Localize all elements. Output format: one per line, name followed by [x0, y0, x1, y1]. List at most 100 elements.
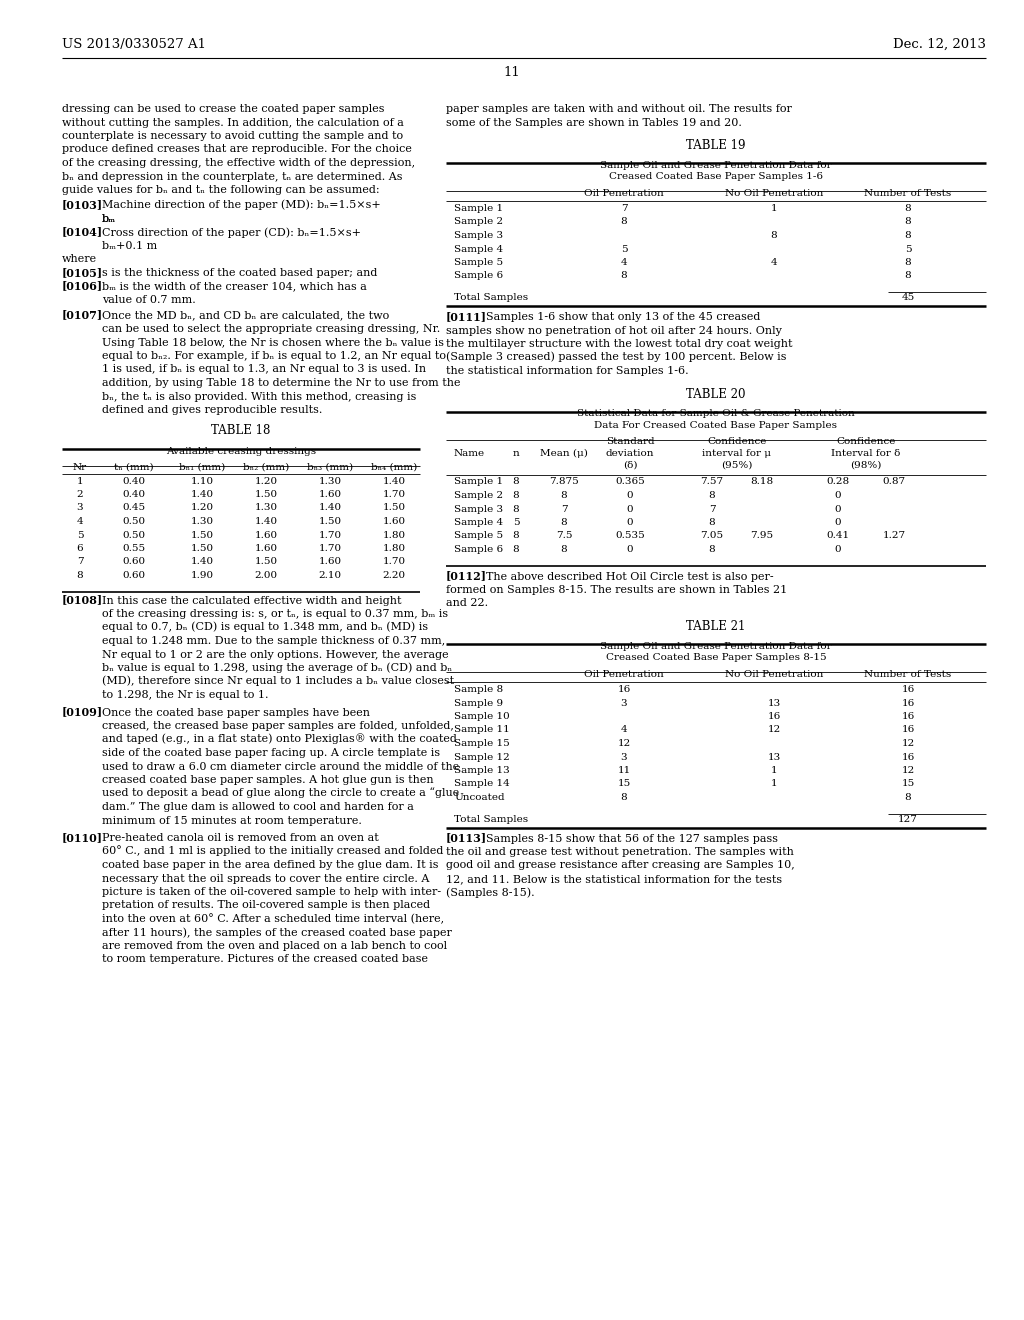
Text: 1.80: 1.80 [382, 544, 406, 553]
Text: 1.10: 1.10 [190, 477, 214, 486]
Text: dressing can be used to crease the coated paper samples: dressing can be used to crease the coate… [62, 104, 384, 114]
Text: 0.50: 0.50 [123, 531, 145, 540]
Text: 1.40: 1.40 [254, 517, 278, 525]
Text: can be used to select the appropriate creasing dressing, Nr.: can be used to select the appropriate cr… [102, 323, 440, 334]
Text: used to deposit a bead of glue along the circle to create a “glue: used to deposit a bead of glue along the… [102, 788, 459, 799]
Text: 1.27: 1.27 [883, 532, 905, 540]
Text: Confidence: Confidence [708, 437, 767, 446]
Text: 16: 16 [901, 752, 914, 762]
Text: Nr equal to 1 or 2 are the only options. However, the average: Nr equal to 1 or 2 are the only options.… [102, 649, 449, 660]
Text: formed on Samples 8-15. The results are shown in Tables 21: formed on Samples 8-15. The results are … [446, 585, 787, 595]
Text: creased coated base paper samples. A hot glue gun is then: creased coated base paper samples. A hot… [102, 775, 433, 785]
Text: good oil and grease resistance after creasing are Samples 10,: good oil and grease resistance after cre… [446, 861, 795, 870]
Text: 6: 6 [77, 544, 83, 553]
Text: Number of Tests: Number of Tests [864, 671, 951, 678]
Text: Sample 4: Sample 4 [454, 244, 503, 253]
Text: 8: 8 [513, 532, 519, 540]
Text: 1.60: 1.60 [254, 544, 278, 553]
Text: bₘ: bₘ [102, 214, 116, 224]
Text: Statistical Data for Sample Oil & Grease Penetration: Statistical Data for Sample Oil & Grease… [578, 409, 855, 418]
Text: (Sample 3 creased) passed the test by 100 percent. Below is: (Sample 3 creased) passed the test by 10… [446, 352, 786, 363]
Text: [0109]: [0109] [62, 706, 103, 718]
Text: 8: 8 [561, 491, 567, 500]
Text: and taped (e.g., in a flat state) onto Plexiglas® with the coated: and taped (e.g., in a flat state) onto P… [102, 734, 457, 744]
Text: Sample 1: Sample 1 [454, 205, 503, 213]
Text: 1.30: 1.30 [190, 517, 214, 525]
Text: [0108]: [0108] [62, 594, 103, 606]
Text: Sample 1: Sample 1 [454, 478, 503, 487]
Text: 8: 8 [621, 272, 628, 281]
Text: value of 0.7 mm.: value of 0.7 mm. [102, 294, 196, 305]
Text: deviation: deviation [606, 449, 654, 458]
Text: 13: 13 [767, 752, 780, 762]
Text: Sample 15: Sample 15 [454, 739, 510, 748]
Text: [0103]: [0103] [62, 199, 103, 210]
Text: 1.70: 1.70 [318, 531, 342, 540]
Text: 1.30: 1.30 [254, 503, 278, 512]
Text: Sample 14: Sample 14 [454, 780, 510, 788]
Text: Sample 12: Sample 12 [454, 752, 510, 762]
Text: Total Samples: Total Samples [454, 293, 528, 302]
Text: Samples 8-15 show that 56 of the 127 samples pass: Samples 8-15 show that 56 of the 127 sam… [486, 833, 778, 843]
Text: 7.05: 7.05 [700, 532, 724, 540]
Text: 1.90: 1.90 [190, 572, 214, 579]
Text: Name: Name [454, 449, 485, 458]
Text: Once the coated base paper samples have been: Once the coated base paper samples have … [102, 708, 370, 718]
Text: 0.55: 0.55 [123, 544, 145, 553]
Text: Dec. 12, 2013: Dec. 12, 2013 [893, 38, 986, 51]
Text: n: n [513, 449, 519, 458]
Text: [0111]: [0111] [446, 312, 487, 322]
Text: 4: 4 [77, 517, 83, 525]
Text: 8: 8 [904, 218, 911, 227]
Text: 0.41: 0.41 [826, 532, 850, 540]
Text: of the creasing dressing is: s, or tₙ, is equal to 0.37 mm, bₘ is: of the creasing dressing is: s, or tₙ, i… [102, 609, 449, 619]
Text: counterplate is necessary to avoid cutting the sample and to: counterplate is necessary to avoid cutti… [62, 131, 403, 141]
Text: 7.95: 7.95 [751, 532, 773, 540]
Text: and 22.: and 22. [446, 598, 488, 609]
Text: to room temperature. Pictures of the creased coated base: to room temperature. Pictures of the cre… [102, 954, 428, 965]
Text: 8: 8 [904, 793, 911, 803]
Text: used to draw a 6.0 cm diameter circle around the middle of the: used to draw a 6.0 cm diameter circle ar… [102, 762, 459, 771]
Text: US 2013/0330527 A1: US 2013/0330527 A1 [62, 38, 206, 51]
Text: Machine direction of the paper (MD): bₙ=1.5×s+: Machine direction of the paper (MD): bₙ=… [102, 199, 381, 210]
Text: TABLE 21: TABLE 21 [686, 620, 745, 634]
Text: Pre-heated canola oil is removed from an oven at: Pre-heated canola oil is removed from an… [102, 833, 379, 843]
Text: 1.60: 1.60 [318, 490, 342, 499]
Text: 8: 8 [561, 517, 567, 527]
Text: Creased Coated Base Paper Samples 1-6: Creased Coated Base Paper Samples 1-6 [609, 172, 823, 181]
Text: 8: 8 [513, 478, 519, 487]
Text: 0.50: 0.50 [123, 517, 145, 525]
Text: 1: 1 [771, 780, 777, 788]
Text: 8: 8 [709, 491, 716, 500]
Text: 2.00: 2.00 [254, 572, 278, 579]
Text: 12: 12 [901, 739, 914, 748]
Text: 1.40: 1.40 [318, 503, 342, 512]
Text: 8: 8 [621, 793, 628, 803]
Text: guide values for bₙ and tₙ the following can be assumed:: guide values for bₙ and tₙ the following… [62, 185, 380, 195]
Text: 1.40: 1.40 [382, 477, 406, 486]
Text: 1: 1 [771, 766, 777, 775]
Text: (MD), therefore since Nr equal to 1 includes a bₙ value closest: (MD), therefore since Nr equal to 1 incl… [102, 676, 454, 686]
Text: bₙ₂ (mm): bₙ₂ (mm) [243, 462, 289, 471]
Text: 12: 12 [767, 726, 780, 734]
Text: creased, the creased base paper samples are folded, unfolded,: creased, the creased base paper samples … [102, 721, 454, 731]
Text: [0105]: [0105] [62, 267, 103, 279]
Text: 8: 8 [904, 257, 911, 267]
Text: 0.60: 0.60 [123, 557, 145, 566]
Text: bₘ: bₘ [102, 214, 116, 224]
Text: 7.57: 7.57 [700, 478, 724, 487]
Text: 8: 8 [513, 545, 519, 554]
Text: 4: 4 [771, 257, 777, 267]
Text: Using Table 18 below, the Nr is chosen where the bₙ value is: Using Table 18 below, the Nr is chosen w… [102, 338, 444, 347]
Text: 8.18: 8.18 [751, 478, 773, 487]
Text: 0: 0 [627, 491, 633, 500]
Text: Total Samples: Total Samples [454, 814, 528, 824]
Text: 16: 16 [901, 711, 914, 721]
Text: 1.50: 1.50 [254, 557, 278, 566]
Text: No Oil Penetration: No Oil Penetration [725, 671, 823, 678]
Text: 8: 8 [561, 545, 567, 554]
Text: Sample 2: Sample 2 [454, 218, 503, 227]
Text: 1.60: 1.60 [318, 557, 342, 566]
Text: TABLE 18: TABLE 18 [211, 425, 270, 437]
Text: Mean (μ): Mean (μ) [540, 449, 588, 458]
